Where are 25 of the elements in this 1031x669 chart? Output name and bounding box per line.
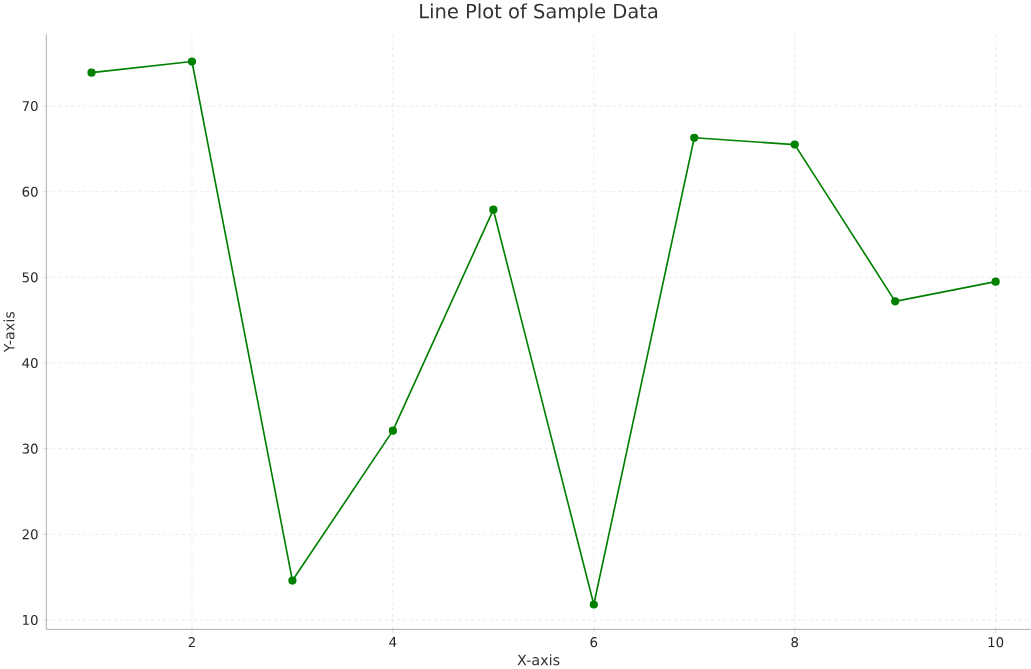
- x-axis-title: X-axis: [517, 654, 560, 666]
- y-tick-label: 40: [22, 358, 38, 369]
- point: [891, 297, 900, 306]
- y-tick-label: 30: [22, 443, 38, 454]
- y-tick-label: 70: [22, 101, 38, 112]
- point: [991, 277, 1000, 286]
- x-tick-label: 4: [389, 637, 397, 647]
- point: [589, 600, 598, 609]
- point: [790, 140, 799, 149]
- x-tick-label: 8: [791, 637, 799, 648]
- y-axis-title: Y-axis: [3, 312, 15, 353]
- y-tick-label: 10: [23, 615, 38, 626]
- chart-title: Line Plot of Sample Data: [420, 3, 658, 23]
- y-tick-label: 50: [22, 272, 38, 283]
- x-tick-label: 10: [988, 637, 1004, 648]
- point: [489, 205, 498, 214]
- point: [690, 133, 699, 142]
- point: [87, 68, 96, 77]
- y-tick-label: 20: [22, 529, 38, 540]
- x-tick-label: 6: [590, 637, 598, 648]
- y-tick-label: 60: [22, 186, 38, 197]
- point: [187, 57, 197, 66]
- point: [388, 426, 397, 435]
- x-tick-label: 2: [188, 637, 195, 648]
- point: [288, 576, 297, 585]
